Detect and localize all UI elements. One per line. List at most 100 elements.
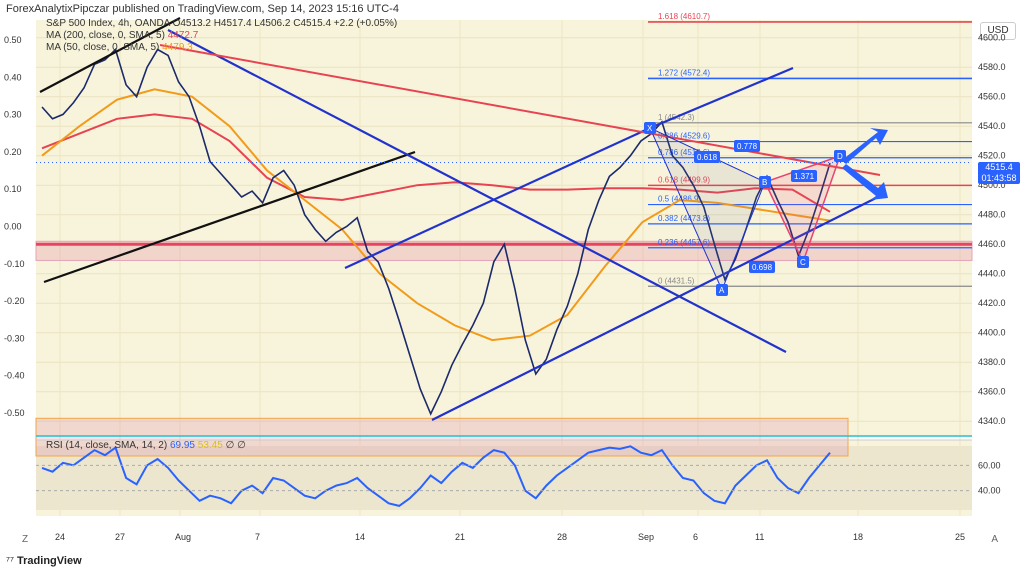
arrow-down-icon [842, 164, 888, 200]
support-zone [35, 417, 849, 457]
main-pane-background [36, 20, 972, 436]
pattern-point-label: C [800, 258, 806, 267]
y-tick-label-left: -0.40 [4, 371, 25, 381]
pattern-point-marker [759, 176, 771, 188]
legend-symbol: S&P 500 Index, 4h, OANDA [46, 18, 170, 29]
x-tick-label: 6 [693, 532, 698, 542]
legend-ma200-value: 4472.7 [167, 30, 199, 41]
ma200-line [41, 113, 831, 213]
arrow-up-icon [842, 128, 888, 164]
fib-level-label: 1.618 (4610.7) [658, 12, 710, 21]
x-tick-label: Sep [638, 532, 654, 542]
pattern-ratio-badge [749, 261, 775, 273]
x-tick-label: 25 [955, 532, 965, 542]
pattern-point-label: X [647, 124, 653, 133]
y-tick-label-right: 4520.0 [978, 151, 1006, 161]
trendline-red-resistance [159, 44, 881, 176]
ma50-line [41, 88, 831, 342]
pattern-ratio-badge [734, 140, 760, 152]
tradingview-logo: ⁷⁷ TradingView [6, 555, 82, 567]
y-tick-label-right: 4440.0 [978, 269, 1006, 279]
fib-level-label: 0.886 (4529.6) [658, 132, 710, 141]
y-tick-label-left: 0.50 [4, 35, 22, 45]
trendline-black-lower [43, 150, 416, 284]
fib-level-label: 0.618 (4499.9) [658, 175, 710, 184]
legend-ohlc: O4513.2 H4517.4 L4506.2 C4515.4 +2.2 (+0… [172, 18, 398, 29]
current-price: 4515.4 [985, 162, 1013, 172]
tradingview-icon: ⁷⁷ [6, 555, 14, 567]
legend-ma50-value: 4479.3 [162, 42, 193, 53]
pattern-ratio-badge [694, 151, 720, 163]
channel-blue-descending [167, 29, 787, 353]
legend-ma50-row: MA (50, close, 0, SMA, 5) 4479.3 [46, 42, 193, 53]
timezone-button[interactable]: Z [22, 534, 29, 545]
x-tick-label: 14 [355, 532, 365, 542]
y-tick-label-right: 4500.0 [978, 180, 1006, 190]
fib-level-label: 0 (4431.5) [658, 276, 695, 285]
y-tick-label-right: 4460.0 [978, 239, 1006, 249]
bar-countdown: 01:43:58 [981, 173, 1017, 183]
rsi-line [41, 445, 831, 507]
y-tick-label-left: -0.20 [4, 296, 25, 306]
pattern-point-marker [644, 122, 656, 134]
y-tick-label-left: -0.10 [4, 259, 25, 269]
y-tick-label-left: -0.30 [4, 333, 25, 343]
current-price-tag: 4515.4 01:43:58 [978, 162, 1020, 184]
pattern-ratio-label: 0.778 [737, 142, 758, 151]
x-tick-label: 28 [557, 532, 567, 542]
x-tick-label: 24 [55, 532, 65, 542]
legend-ma200-label: MA (200, close, 0, SMA, 5) [46, 30, 165, 41]
y-tick-label-right: 4600.0 [978, 33, 1006, 43]
legend-ma50-label: MA (50, close, 0, SMA, 5) [46, 42, 160, 53]
fib-level-label: 0.382 (4473.8) [658, 214, 710, 223]
x-tick-label: 7 [255, 532, 260, 542]
rsi-tick-label: 60.00 [978, 460, 1001, 470]
legend-rsi-extra: ∅ ∅ [225, 440, 246, 451]
pattern-point-label: D [837, 152, 843, 161]
x-tick-label: 18 [853, 532, 863, 542]
y-tick-label-left: 0.10 [4, 184, 22, 194]
pattern-point-marker [797, 256, 809, 268]
wedge-blue-upper [344, 127, 651, 269]
y-tick-label-right: 4540.0 [978, 121, 1006, 131]
pattern-point-marker [716, 284, 728, 296]
auto-scale-button[interactable]: A [991, 534, 998, 545]
y-tick-label-left: 0.00 [4, 222, 22, 232]
legend-rsi-ma-value: 53.45 [197, 440, 223, 451]
fib-level-label: 0.236 (4457.6) [658, 238, 710, 247]
y-tick-label-left: 0.20 [4, 147, 22, 157]
publish-header: ForexAnalytixPipczar published on Tradin… [6, 3, 399, 15]
currency-button[interactable]: USD [980, 22, 1016, 40]
pattern-point-label: B [762, 178, 767, 187]
y-tick-label-right: 4560.0 [978, 92, 1006, 102]
y-tick-label-left: 0.40 [4, 72, 22, 82]
pattern-ratio-badge [791, 170, 817, 182]
x-tick-label: 11 [755, 532, 764, 542]
y-tick-label-right: 4420.0 [978, 298, 1006, 308]
rsi-tick-label: 40.00 [978, 486, 1001, 496]
y-tick-label-right: 4360.0 [978, 387, 1006, 397]
channel-blue-lower [431, 195, 881, 421]
y-tick-label-right: 4380.0 [978, 357, 1006, 367]
legend-rsi-value: 69.95 [169, 440, 195, 451]
x-tick-label: Aug [175, 532, 191, 542]
fib-level-label: 0.786 (4518.6) [658, 148, 710, 157]
pattern-ratio-label: 0.698 [752, 263, 773, 272]
pattern-point-label: A [719, 286, 725, 295]
legend-symbol-row: S&P 500 Index, 4h, OANDA O4513.2 H4517.4… [46, 18, 397, 29]
pattern-ratio-label: 1.371 [794, 172, 815, 181]
fib-level-label: 1.272 (4572.4) [658, 68, 710, 77]
pattern-point-marker [834, 150, 846, 162]
x-tick-label: 27 [115, 532, 125, 542]
x-tick-label: 21 [455, 532, 465, 542]
price-line [41, 48, 831, 416]
y-tick-label-right: 4580.0 [978, 62, 1006, 72]
channel-blue-upper [649, 66, 794, 130]
trendline-black-upper [39, 17, 181, 93]
rsi-band [36, 446, 972, 510]
legend-ma200-row: MA (200, close, 0, SMA, 5) 4472.7 [46, 30, 198, 41]
y-tick-label-right: 4400.0 [978, 328, 1006, 338]
legend-rsi-label: RSI (14, close, SMA, 14, 2) [46, 440, 168, 451]
y-tick-label-right: 4480.0 [978, 210, 1006, 220]
